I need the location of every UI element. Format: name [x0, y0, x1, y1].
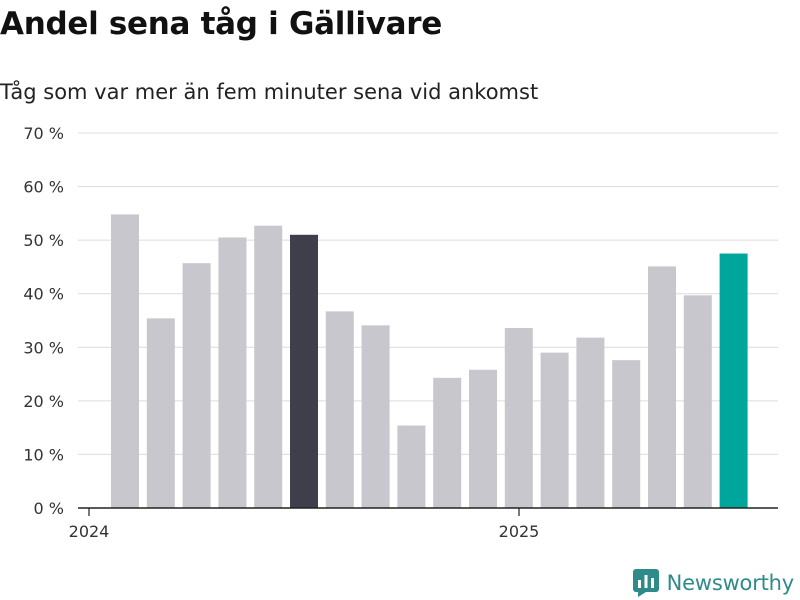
- y-tick-label: 10 %: [23, 445, 64, 464]
- bar: [325, 311, 354, 508]
- y-tick-label: 20 %: [23, 392, 64, 411]
- bar: [719, 253, 748, 508]
- x-axis-ticks: 2024 2025: [69, 508, 540, 541]
- bar: [504, 328, 533, 508]
- y-tick-label: 0 %: [34, 499, 64, 518]
- bar: [576, 337, 605, 508]
- y-tick-label: 30 %: [23, 338, 64, 357]
- bar: [397, 425, 426, 508]
- bar: [683, 295, 712, 508]
- y-tick-label: 40 %: [23, 285, 64, 304]
- newsworthy-logo: Newsworthy: [632, 569, 795, 597]
- y-tick-label: 70 %: [23, 124, 64, 143]
- bar: [540, 352, 569, 508]
- chart-title: Andel sena tåg i Gällivare: [0, 6, 442, 42]
- bar: [361, 325, 390, 508]
- bar: [182, 263, 211, 508]
- x-tick-label: 2025: [499, 522, 540, 541]
- bar: [218, 237, 247, 508]
- bar: [469, 369, 497, 508]
- bar: [648, 266, 676, 508]
- chart-subtitle: Tåg som var mer än fem minuter sena vid …: [0, 80, 539, 104]
- y-axis-tick-labels: 0 % 10 % 20 % 30 % 40 % 50 % 60 % 70 %: [23, 124, 64, 518]
- bar: [290, 234, 318, 509]
- bar: [612, 360, 641, 508]
- newsworthy-logo-icon: [632, 569, 659, 597]
- x-tick-label: 2024: [69, 522, 110, 541]
- bars: [111, 214, 748, 509]
- bar: [146, 318, 175, 508]
- brand-name: Newsworthy: [666, 571, 795, 595]
- bar: [254, 225, 283, 508]
- bar: [433, 377, 462, 508]
- y-tick-label: 60 %: [23, 178, 64, 197]
- bar: [111, 214, 139, 508]
- y-tick-label: 50 %: [23, 231, 64, 250]
